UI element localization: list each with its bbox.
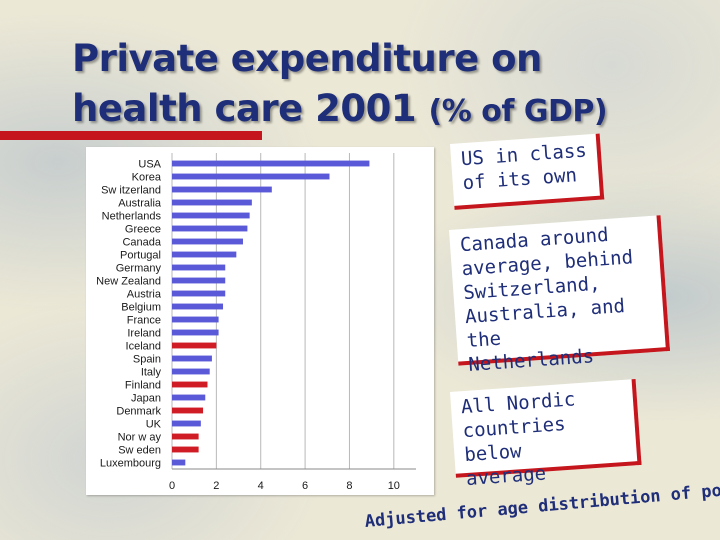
title-main-text: health care 2001	[72, 87, 417, 130]
bar-sweden	[172, 446, 199, 453]
category-label: Greece	[125, 224, 161, 236]
bar-belgium	[172, 303, 224, 310]
bar-canada	[172, 238, 243, 245]
category-label: Germany	[116, 263, 162, 275]
category-label: Japan	[131, 393, 161, 405]
bar-iceland	[172, 342, 217, 349]
category-label: Iceland	[126, 341, 161, 353]
bar-france	[172, 316, 219, 323]
bar-denmark	[172, 407, 204, 414]
category-label: Spain	[133, 354, 161, 366]
bar-norway	[172, 433, 199, 440]
callout-us: US in class of its own	[450, 133, 605, 210]
category-label: Korea	[132, 172, 162, 184]
bar-ireland	[172, 329, 219, 336]
category-label: Austria	[127, 289, 162, 301]
bar-germany	[172, 264, 226, 271]
title-underline-bar	[0, 131, 262, 140]
category-label: Denmark	[116, 406, 161, 418]
category-label: France	[127, 315, 161, 327]
bar-greece	[172, 225, 248, 232]
bar-austria	[172, 290, 226, 297]
category-label: Ireland	[127, 328, 161, 340]
category-label: UK	[146, 419, 162, 431]
bar-switzerland	[172, 186, 272, 193]
bar-italy	[172, 368, 210, 375]
bar-australia	[172, 199, 252, 206]
slide-title: Private expenditure on health care 2001 …	[72, 34, 692, 137]
bar-usa	[172, 160, 370, 167]
x-tick-label: 4	[258, 480, 264, 492]
bar-finland	[172, 381, 208, 388]
category-label: Finland	[125, 380, 161, 392]
category-label: Luxembourg	[100, 458, 161, 470]
bar-portugal	[172, 251, 237, 258]
category-label: New Zealand	[96, 276, 161, 288]
category-label: Belgium	[121, 302, 161, 314]
category-label: Canada	[122, 237, 161, 249]
chart-x-ticks: 0 2 4 6 8 10	[169, 480, 400, 492]
category-label: Netherlands	[102, 211, 162, 223]
bar-japan	[172, 394, 206, 401]
category-label: Portugal	[120, 250, 161, 262]
callout-canada: Canada around average, behind Switzerlan…	[449, 215, 670, 376]
chart-panel: USA Korea Sw itzerland Australia Netherlands…	[86, 147, 434, 495]
x-tick-label: 2	[213, 480, 219, 492]
bar-spain	[172, 355, 212, 362]
bar-newzealand	[172, 277, 226, 284]
callout-nordic: All Nordic countries below average	[450, 379, 642, 490]
bar-korea	[172, 173, 330, 180]
title-unit-text: (% of GDP)	[428, 94, 608, 129]
chart-gridlines	[171, 153, 416, 470]
category-label: Sw itzerland	[101, 185, 161, 197]
category-label: USA	[138, 159, 161, 171]
category-label: Sw eden	[118, 445, 161, 457]
bar-luxembourg	[172, 459, 186, 466]
title-line-1: Private expenditure on	[72, 37, 542, 80]
category-label: Nor w ay	[118, 432, 162, 444]
x-tick-label: 0	[169, 480, 175, 492]
bar-uk	[172, 420, 201, 427]
title-line-2: health care 2001 (% of GDP)	[72, 84, 692, 137]
x-tick-label: 6	[302, 480, 308, 492]
category-label: Italy	[141, 367, 162, 379]
x-tick-label: 8	[346, 480, 352, 492]
bar-netherlands	[172, 212, 250, 219]
x-tick-label: 10	[388, 480, 400, 492]
category-label: Australia	[118, 198, 162, 210]
chart-bars	[172, 160, 370, 466]
